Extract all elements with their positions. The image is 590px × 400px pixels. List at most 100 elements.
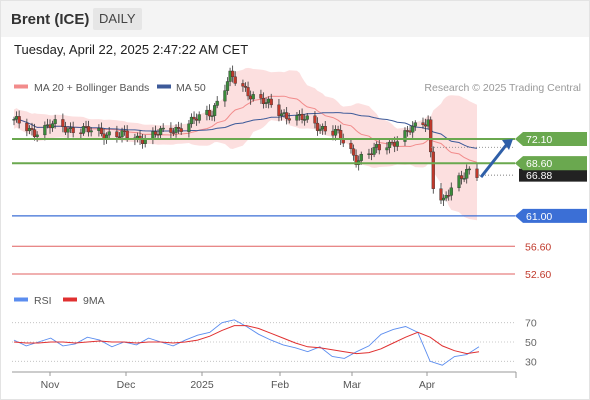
candle-body [81,126,86,134]
candle-body [449,187,453,196]
rsi-tick-label: 50 [525,337,537,349]
rsi-legend: RSI 9MA [14,295,105,307]
candle-body [462,178,466,180]
current-price-label: 66.88 [526,170,552,182]
candle-body [50,123,55,129]
candle-body [53,119,57,124]
candle-body [387,141,392,148]
resistance-level-label: 72.10 [526,134,552,146]
candle-body [171,132,176,134]
candle-body [287,118,291,121]
bollinger-band [14,67,477,221]
candle-body [192,116,196,120]
candle-body [351,148,356,156]
instrument-title: Brent (ICE) [11,11,90,28]
candle-body [465,169,469,179]
period-badge[interactable]: DAILY [93,8,142,30]
candle-body [189,116,194,125]
price-legend: MA 20 + Bollinger Bands MA 50 Research ©… [14,82,581,94]
candle-body [377,144,381,151]
candle-body [215,100,219,106]
candle-body [467,168,471,171]
candle-body [336,129,340,131]
candle-body [475,168,479,178]
candle-body [174,127,178,133]
candle-body [315,122,320,131]
candle-body [413,122,417,127]
candle-body [30,128,34,130]
candle-body [333,129,338,136]
candle-body [421,122,425,125]
candle-body [447,195,451,197]
x-tick-label: Dec [117,379,136,391]
resistance-level-tag [515,156,587,171]
x-tick-label: 2025 [190,379,214,391]
x-tick-label: Nov [41,379,60,391]
candle-body [305,115,309,120]
rsi-legend-label: RSI [34,295,52,307]
candle-body [277,104,281,116]
resistance-level-label: 68.60 [526,158,552,170]
pivot-level-tag [515,208,587,223]
candle-body [431,151,435,189]
candle-body [115,131,119,138]
candle-body [246,87,250,97]
candle-body [43,125,47,136]
candle-body [303,119,307,121]
ma50-legend-label: MA 50 [176,82,206,94]
candle-body [159,128,163,135]
candle-body [269,98,273,106]
candle-body [295,115,299,121]
candle-body [241,83,245,87]
candle-body [459,175,464,179]
candle-body [411,125,415,133]
candle-body [197,114,201,121]
candle-body [117,136,122,139]
resistance-level-tag [515,132,587,146]
candle-body [12,119,16,121]
rsi-plot-area: 70 50 30 Nov Dec 2025 Feb Mar Apr [12,318,537,391]
x-tick-label: Feb [271,379,289,391]
candle-body [213,105,217,116]
timestamp: Tuesday, April 22, 2025 2:47:22 AM CET [14,42,249,57]
candle-body [439,188,443,201]
candle-body [161,127,165,130]
candle-body [429,119,433,153]
candle-body [225,81,230,91]
candle-body [444,195,448,199]
ma9-legend-swatch [63,297,77,302]
candle-body [354,155,358,165]
ma20-legend-label: MA 20 + Bollinger Bands [34,82,149,94]
ma20-legend-swatch [14,84,28,89]
rsi-tick-label: 30 [525,356,537,368]
candle-body [210,115,214,117]
candle-body [86,126,91,133]
candle-body [89,130,93,133]
candle-body [125,130,129,139]
candle-body [107,131,111,136]
candle-body [264,102,268,105]
x-tick-label: Mar [343,379,362,391]
candle-body [99,128,104,135]
ma9-legend-label: 9MA [83,295,105,307]
candle-body [441,197,446,201]
forecast-arrow-shaft [479,143,509,179]
candle-body [251,94,255,100]
candle-body [66,128,70,133]
candle-body [323,126,327,132]
candle-body [349,142,353,149]
current-price-tag [519,168,587,182]
candle-body [71,127,75,134]
rsi-line [13,319,480,366]
rsi-legend-swatch [14,297,28,302]
candle-body [395,141,399,147]
candle-body [279,113,284,116]
candle-body [243,85,248,88]
candle-body [17,116,21,124]
candle-body [372,147,376,155]
candle-body [300,114,304,120]
candle-body [318,128,322,131]
pivot-level-label: 61.00 [526,211,552,223]
candle-body [25,122,29,132]
